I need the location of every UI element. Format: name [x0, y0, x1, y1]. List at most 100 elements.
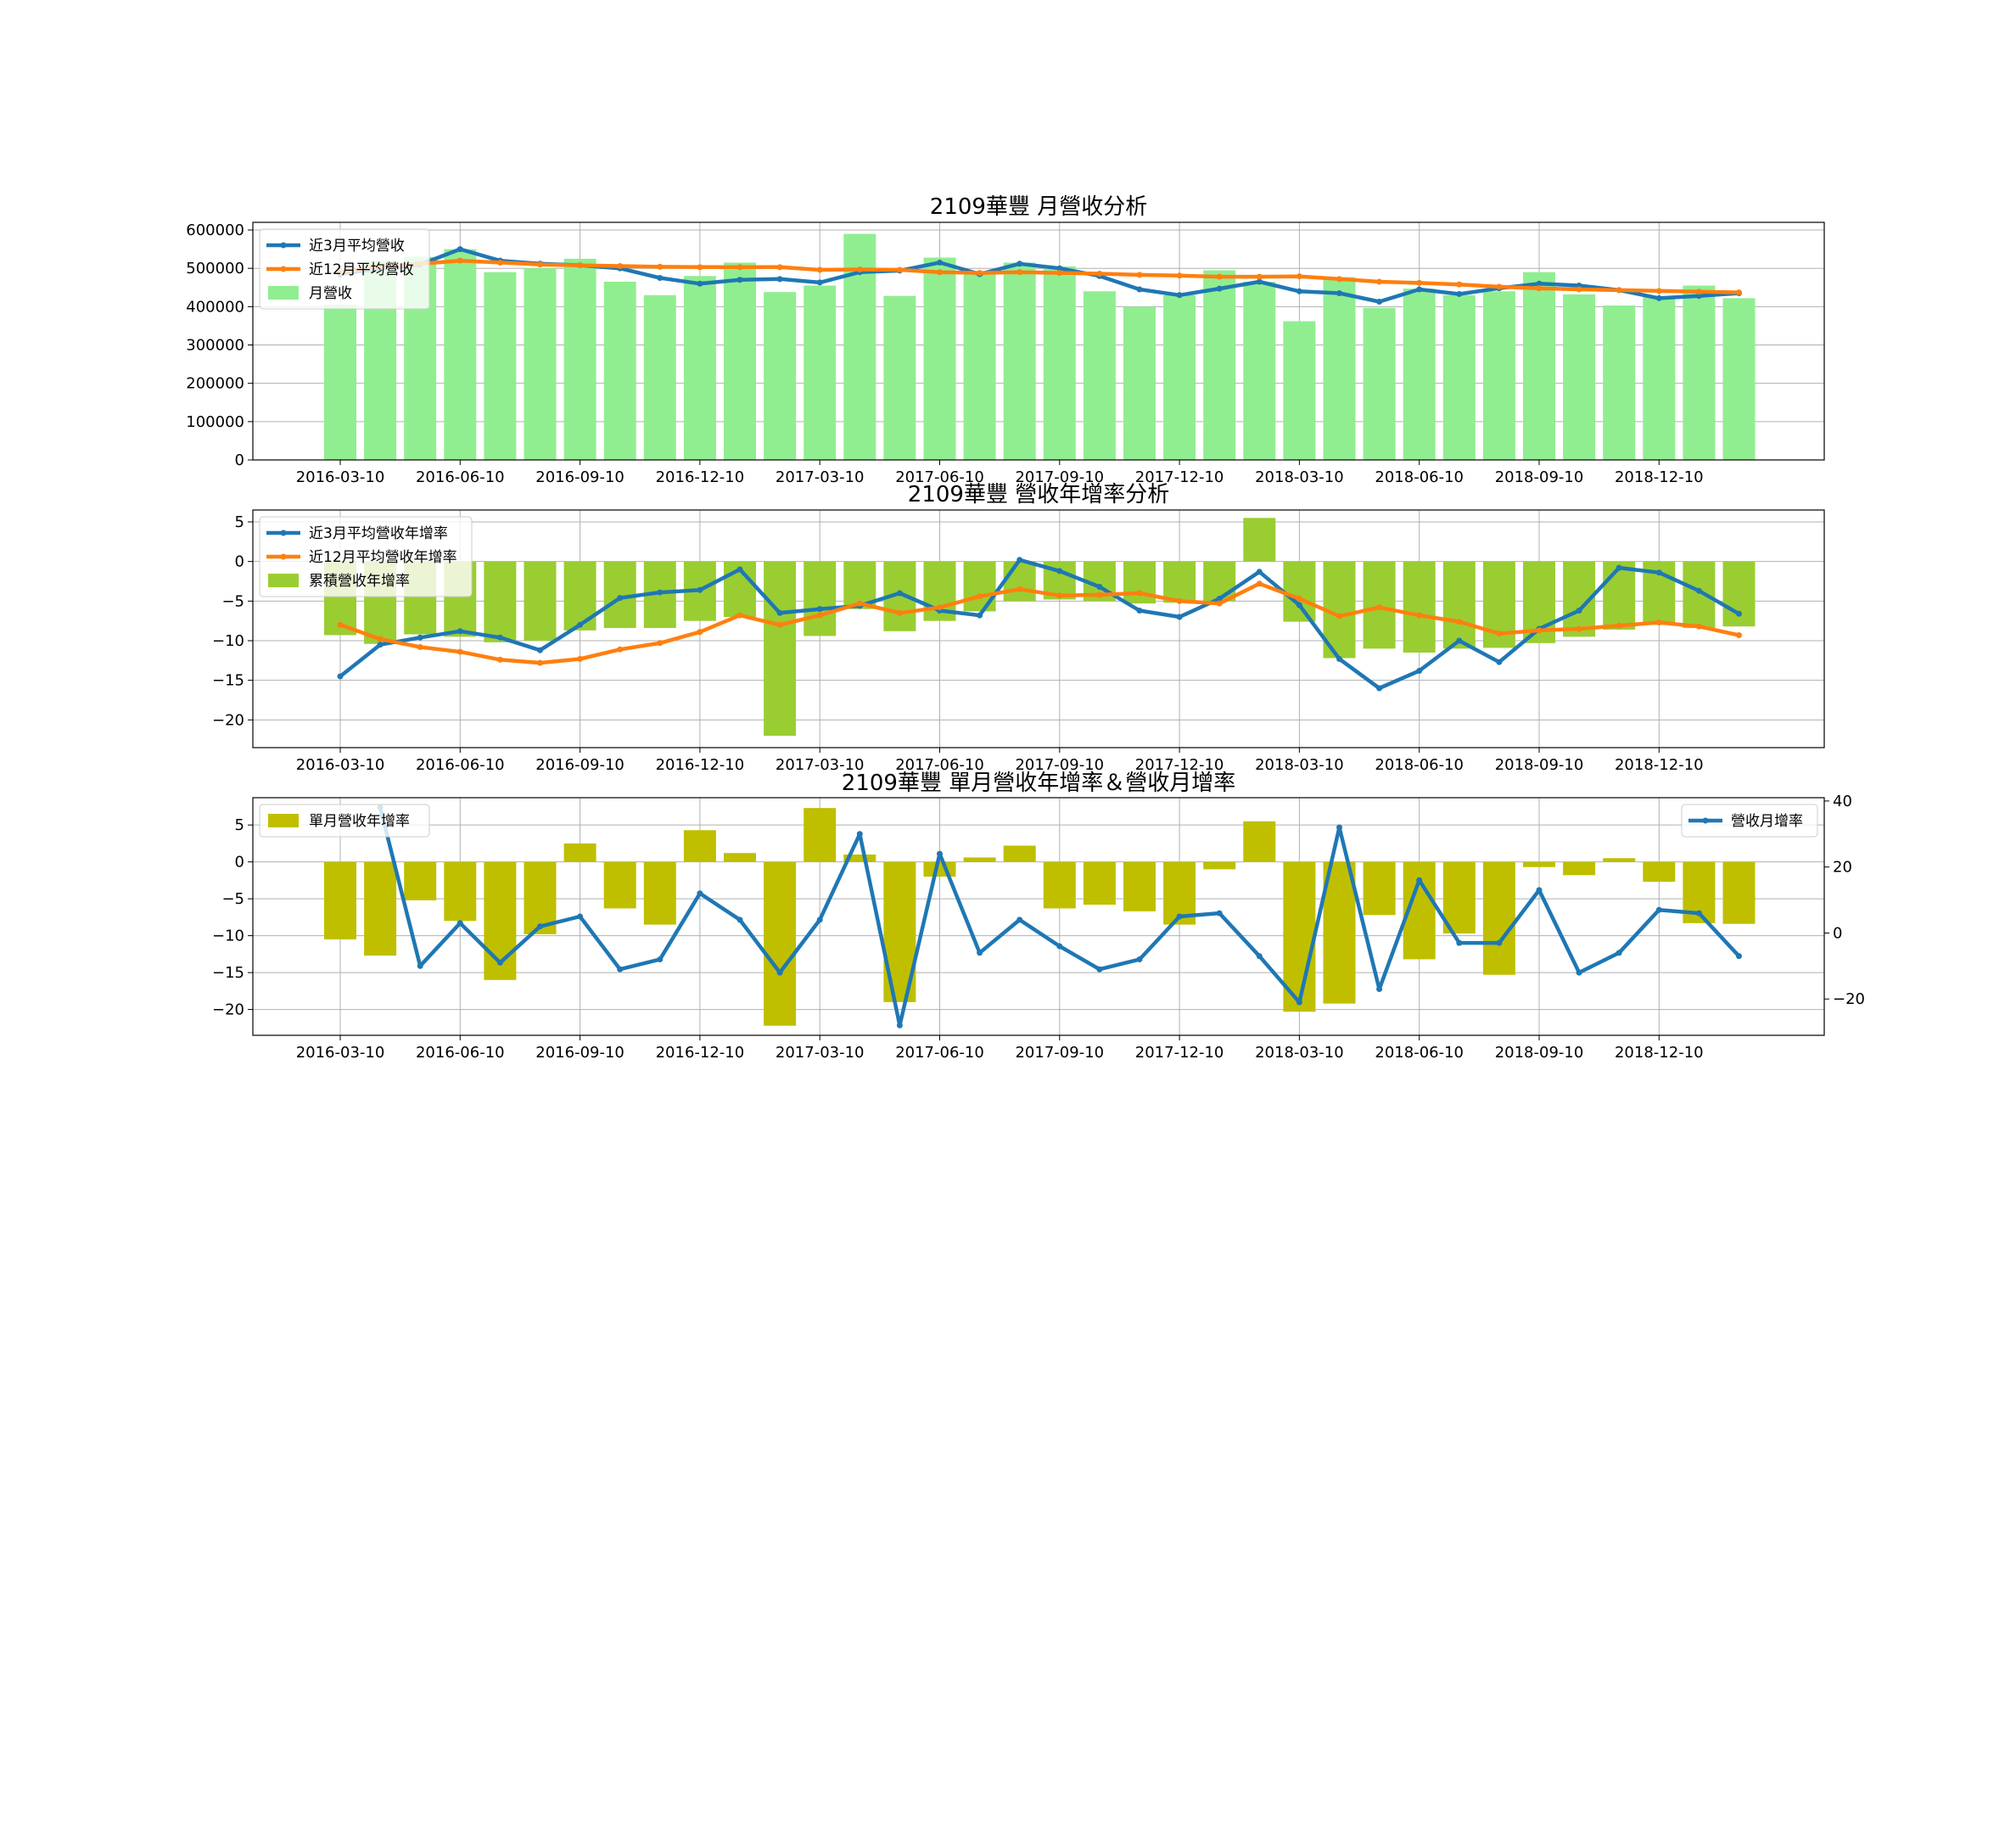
series-point: [1176, 913, 1183, 920]
y-tick-label: 0: [235, 553, 244, 571]
series-point: [1136, 286, 1143, 293]
bar: [1523, 861, 1555, 867]
series-point: [496, 959, 503, 966]
series-point: [1336, 824, 1342, 831]
series-point: [417, 634, 423, 641]
y2-tick-label: −20: [1833, 990, 1865, 1008]
x-tick-label: 2017-09-10: [1015, 468, 1104, 486]
series-line: [339, 581, 1739, 665]
bar: [1083, 861, 1116, 905]
series-point: [1056, 270, 1063, 277]
bar: [524, 561, 557, 641]
series-point: [816, 279, 823, 286]
plot-frame: [252, 797, 1825, 1036]
bar: [963, 272, 996, 460]
x-tick-label: 2017-03-10: [776, 1044, 865, 1062]
bar: [1403, 561, 1436, 653]
bar: [1123, 306, 1156, 460]
series-point: [417, 962, 423, 969]
bar: [1683, 561, 1716, 629]
series-point: [537, 659, 543, 666]
series-point: [1416, 667, 1423, 674]
y-tick-label: 5: [235, 816, 244, 834]
bar: [1203, 270, 1236, 460]
series-point: [1176, 272, 1183, 279]
series-point: [1456, 637, 1463, 644]
legend-marker: [280, 266, 287, 272]
series-point: [1655, 906, 1662, 913]
series-point: [937, 269, 943, 276]
series-point: [697, 629, 703, 636]
x-tick-label: 2018-09-10: [1495, 1044, 1584, 1062]
series-point: [736, 264, 743, 271]
x-tick-label: 2018-09-10: [1495, 468, 1584, 486]
x-tick-label: 2018-03-10: [1255, 756, 1344, 774]
x-tick-label: 2016-09-10: [535, 1044, 624, 1062]
series-point: [1695, 587, 1702, 594]
legend-frame: [259, 228, 430, 310]
series-point: [377, 642, 384, 648]
y2-tick-label: 20: [1833, 859, 1852, 877]
x-tick-label: 2016-12-10: [656, 756, 745, 774]
series-point: [1576, 286, 1582, 293]
series-point: [816, 612, 823, 619]
bar: [804, 808, 837, 862]
x-tick-label: 2017-12-10: [1135, 756, 1224, 774]
bar: [1603, 561, 1636, 630]
chart-title: 2109華豐 單月營收年增率＆營收月增率: [842, 771, 1235, 796]
bar: [683, 830, 716, 862]
bar: [643, 861, 676, 925]
line-series-2: [337, 257, 1742, 296]
series-point: [1456, 281, 1463, 288]
x-tick-label: 2016-09-10: [535, 468, 624, 486]
series-point: [1216, 600, 1223, 607]
series-point: [1296, 999, 1302, 1006]
series-point: [1016, 586, 1023, 592]
bar: [484, 272, 517, 460]
series-point: [1576, 608, 1582, 614]
y-tick-label: −15: [212, 672, 244, 690]
bar: [563, 258, 596, 460]
series-point: [1096, 591, 1103, 598]
y-tick-label: 300000: [186, 337, 244, 355]
y2-axis: 40 20 0 −20: [1824, 793, 1865, 1008]
bar: [1323, 861, 1356, 1004]
series-point: [1376, 278, 1383, 285]
series-point: [337, 621, 344, 628]
x-tick-label: 2018-09-10: [1495, 756, 1584, 774]
series-point: [896, 1022, 903, 1029]
bar: [1003, 262, 1036, 460]
x-tick-label: 2018-12-10: [1615, 468, 1704, 486]
bar: [1442, 294, 1476, 460]
series-point: [977, 593, 983, 600]
series-point: [1016, 557, 1023, 563]
line-series-1: [377, 804, 1742, 1029]
series-point: [1416, 286, 1423, 293]
series-point: [1136, 956, 1143, 963]
series-point: [1096, 966, 1103, 973]
series-point: [856, 600, 863, 607]
series-point: [1456, 290, 1463, 297]
series-point: [1376, 604, 1383, 611]
series-point: [1616, 287, 1622, 294]
series-point: [736, 916, 743, 923]
x-tick-label: 2017-06-10: [895, 468, 984, 486]
series-point: [1096, 271, 1103, 277]
bar: [843, 854, 876, 862]
y-tick-label: −20: [212, 1001, 244, 1019]
bar: [1283, 861, 1316, 1012]
y-tick-label: −15: [212, 964, 244, 982]
series-point: [856, 831, 863, 838]
bar: [1442, 861, 1476, 933]
series-point: [1056, 592, 1063, 599]
y2-tick-label: 40: [1833, 793, 1852, 810]
series-point: [1216, 285, 1223, 292]
y-tick-label: −5: [221, 890, 244, 908]
series-point: [1496, 631, 1503, 637]
x-tick-label: 2018-03-10: [1255, 1044, 1344, 1062]
series-point: [456, 920, 463, 927]
series-point: [1616, 564, 1622, 571]
